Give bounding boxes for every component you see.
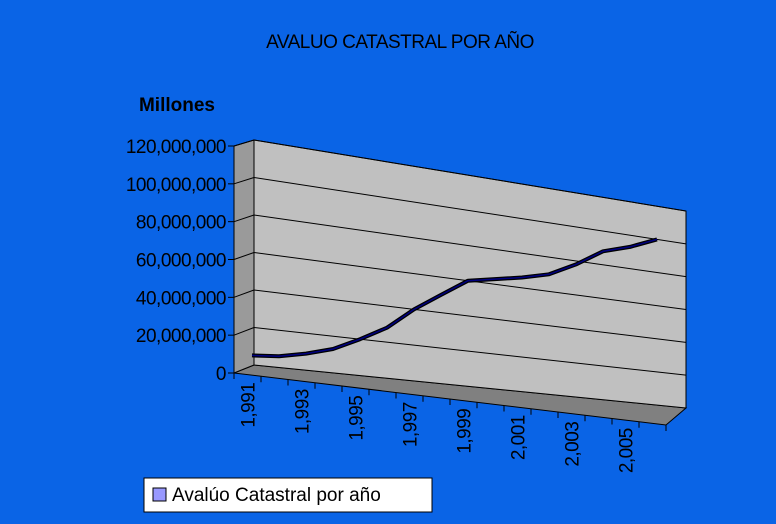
y-tick-label: 80,000,000: [136, 213, 226, 234]
x-tick-label: 1,999: [455, 409, 476, 454]
y-tick-label: 100,000,000: [126, 175, 226, 196]
gridline-side: [233, 214, 255, 223]
x-tick-label: 2,003: [563, 422, 584, 467]
x-tick-label: 2,005: [617, 428, 638, 473]
gridline-side: [233, 139, 255, 147]
y-tick-label: 120,000,000: [126, 137, 226, 158]
gridline: [253, 177, 687, 245]
chart-title: AVALUO CATASTRAL POR AÑO: [266, 31, 534, 53]
y-axis: 0 20,000,000 40,000,000 60,000,000 80,000,00…: [126, 137, 234, 385]
y-tick-label: 0: [216, 364, 226, 385]
legend-label: Avalúo Catastral por año: [172, 485, 381, 506]
legend-swatch: [152, 487, 167, 502]
legend-box: [143, 477, 433, 513]
legend: Avalúo Catastral por año: [143, 477, 433, 513]
y-axis-title: Millones: [139, 95, 215, 116]
gridline: [253, 289, 687, 343]
gridline-side: [233, 327, 255, 336]
gridline: [253, 139, 687, 212]
x-axis: 1,991 1,993 1,995 1,997 1,999 2,001 2,003 2,005: [233, 373, 667, 473]
y-tick-label: 20,000,000: [136, 326, 226, 347]
series-line: [251, 238, 658, 358]
y-tick-label: 40,000,000: [136, 288, 226, 309]
x-tick-label: 1,993: [293, 389, 314, 434]
gridline: [253, 327, 687, 376]
gridline: [253, 214, 687, 278]
x-tick-label: 2,001: [509, 415, 530, 460]
gridline-side: [233, 177, 255, 185]
gridline-side: [233, 289, 255, 298]
gridline-side: [233, 252, 255, 260]
x-tick-label: 1,991: [239, 383, 260, 428]
x-tick-label: 1,995: [347, 396, 368, 441]
y-tick-label: 60,000,000: [136, 251, 226, 272]
x-tick-label: 1,997: [401, 402, 422, 447]
